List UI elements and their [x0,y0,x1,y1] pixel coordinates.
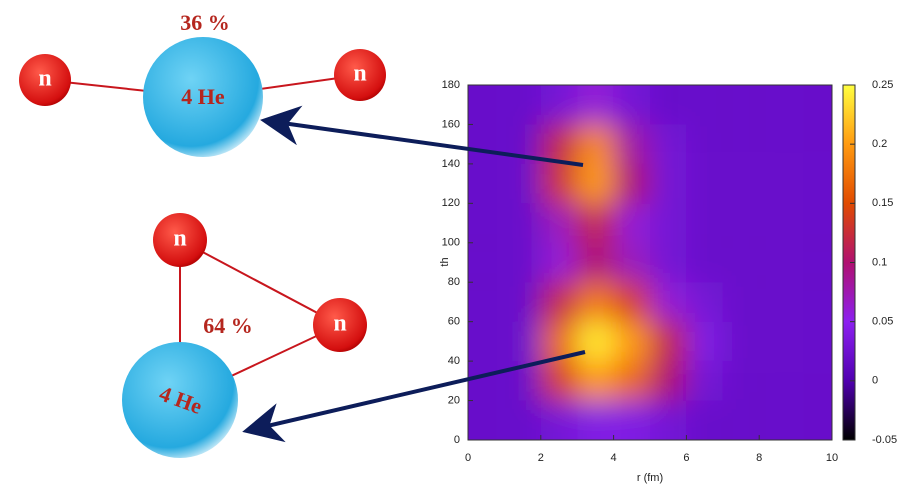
x-axis-label: r (fm) [637,472,663,484]
heat-cell [614,322,650,361]
x-tick-label: 6 [683,452,689,464]
heat-cell [504,243,540,282]
heat-cell [577,164,613,203]
y-tick-label: 160 [442,118,460,130]
heat-cell [759,361,795,400]
heat-cell [650,322,686,361]
heat-cell [650,164,686,203]
y-tick-label: 120 [442,197,460,209]
heat-cell [577,282,613,321]
colorbar-tick-label: 0.05 [872,316,893,328]
heat-cell [614,243,650,282]
heat-cell [650,203,686,242]
heat-cell [650,282,686,321]
percent: 64 % [203,313,253,338]
figure: 36 % 4 He n n 64 % 4 He n n r (fm) th 0 2… [0,0,908,489]
heat-cell [759,164,795,203]
x-tick-label: 10 [826,452,838,464]
heat-cell [577,361,613,400]
heat-cell [759,124,795,163]
heat-cell [504,164,540,203]
heat-cell [723,282,759,321]
heatmap [432,46,869,480]
y-tick-label: 40 [448,355,460,367]
x-tick-label: 4 [611,452,617,464]
heat-cell [614,164,650,203]
x-tick-label: 8 [756,452,762,464]
heat-cell [686,164,722,203]
heat-cell [541,164,577,203]
y-tick-label: 180 [442,79,460,91]
core-label: 4 He [181,84,225,109]
colorbar-tick-label: 0.25 [872,79,893,91]
heat-cell [686,361,722,400]
heat-cell [723,322,759,361]
x-tick-label: 2 [538,452,544,464]
heat-cell [686,203,722,242]
y-tick-label: 60 [448,316,460,328]
percent: 36 % [180,10,230,35]
heat-cell [759,203,795,242]
heat-cell [614,282,650,321]
heat-cell [541,361,577,400]
heat-cell [759,243,795,282]
heat-cell [541,282,577,321]
heat-cell [541,243,577,282]
y-tick-label: 100 [442,237,460,249]
heat-cell [504,282,540,321]
x-tick-label: 0 [465,452,471,464]
heat-cell [577,322,613,361]
neutron-label: n [353,61,366,87]
y-tick-label: 140 [442,158,460,170]
colorbar-tick-label: 0.15 [872,197,893,209]
heat-cell [614,124,650,163]
heat-cell [686,322,722,361]
heatmap-cells [432,46,869,480]
heat-cell [686,243,722,282]
heat-cell [686,282,722,321]
y-tick-label: 0 [454,434,460,446]
heat-cell [723,361,759,400]
heat-cell [686,124,722,163]
y-tick-label: 20 [448,394,460,406]
heat-cell [723,203,759,242]
heat-cell [759,322,795,361]
neutron-label: n [38,66,51,92]
heat-cell [723,164,759,203]
heat-cell [723,124,759,163]
bottom-config: 64 % 4 He n n [122,213,367,458]
heat-cell [577,124,613,163]
colorbar-tick-label: -0.05 [872,434,897,446]
y-axis-label: th [439,257,451,266]
heat-cell [650,361,686,400]
neutron-label: n [173,226,186,252]
colorbar-tick-label: 0.2 [872,138,887,150]
heat-cell [504,203,540,242]
heat-cell [577,203,613,242]
heat-cell [759,282,795,321]
heat-cell [614,203,650,242]
heat-cell [650,124,686,163]
heat-cell [504,322,540,361]
y-tick-label: 80 [448,276,460,288]
heat-cell [723,243,759,282]
heat-cell [577,243,613,282]
top-config: 36 % 4 He n n [19,10,386,157]
heat-cell [614,361,650,400]
neutron-label: n [333,311,346,337]
colorbar-tick-label: 0 [872,375,878,387]
heat-cell [650,243,686,282]
heat-cell [541,203,577,242]
colorbar-tick-label: 0.1 [872,256,887,268]
